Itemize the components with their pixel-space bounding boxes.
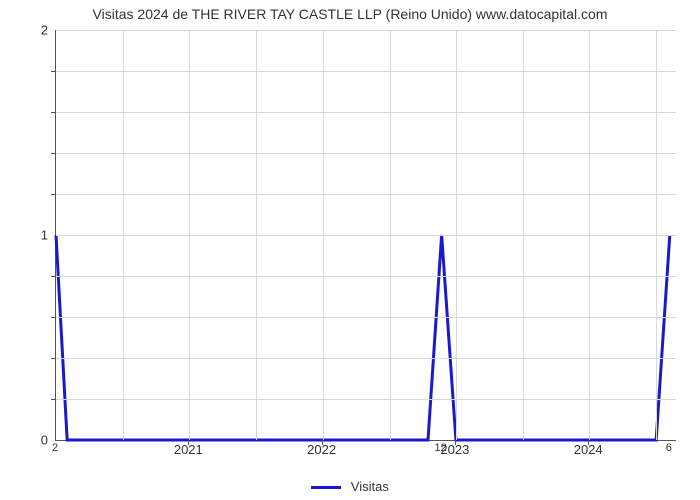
grid-line-h-minor [56,112,676,113]
grid-line-h-minor [56,276,676,277]
ytick-minor [51,399,55,400]
grid-line-v [390,30,391,440]
ytick-minor [51,358,55,359]
xtick-mark [322,440,323,445]
xtick-small: 6 [666,442,672,454]
plot-area [55,30,676,441]
grid-line-h-minor [56,71,676,72]
xtick-mark [588,440,589,445]
xtick-mark [455,440,456,445]
grid-line-h-minor [56,153,676,154]
grid-line-v [189,30,190,440]
grid-line-v [656,30,657,440]
grid-line-v [456,30,457,440]
legend-label: Visitas [351,479,389,494]
grid-line-v [523,30,524,440]
grid-line-h-minor [56,317,676,318]
ytick-label: 1 [18,228,48,243]
grid-line-h-minor [56,399,676,400]
grid-line-v [589,30,590,440]
grid-line-h-minor [56,358,676,359]
grid-line-v [256,30,257,440]
grid-line-h [56,30,676,31]
grid-line-v [323,30,324,440]
ytick-minor [51,276,55,277]
ytick-minor [51,153,55,154]
grid-line-h [56,235,676,236]
chart-title: Visitas 2024 de THE RIVER TAY CASTLE LLP… [0,6,700,22]
ytick-label: 2 [18,23,48,38]
legend-swatch [311,486,341,489]
xtick-small: 2 [52,442,58,454]
ytick-minor [51,71,55,72]
ytick-minor [51,317,55,318]
ytick-minor [51,112,55,113]
grid-line-v [123,30,124,440]
xtick-mark [188,440,189,445]
grid-line-h-minor [56,194,676,195]
legend: Visitas [0,479,700,494]
chart-container: Visitas 2024 de THE RIVER TAY CASTLE LLP… [0,0,700,500]
ytick-minor [51,194,55,195]
ytick-label: 0 [18,433,48,448]
xtick-small: 12 [435,442,447,454]
